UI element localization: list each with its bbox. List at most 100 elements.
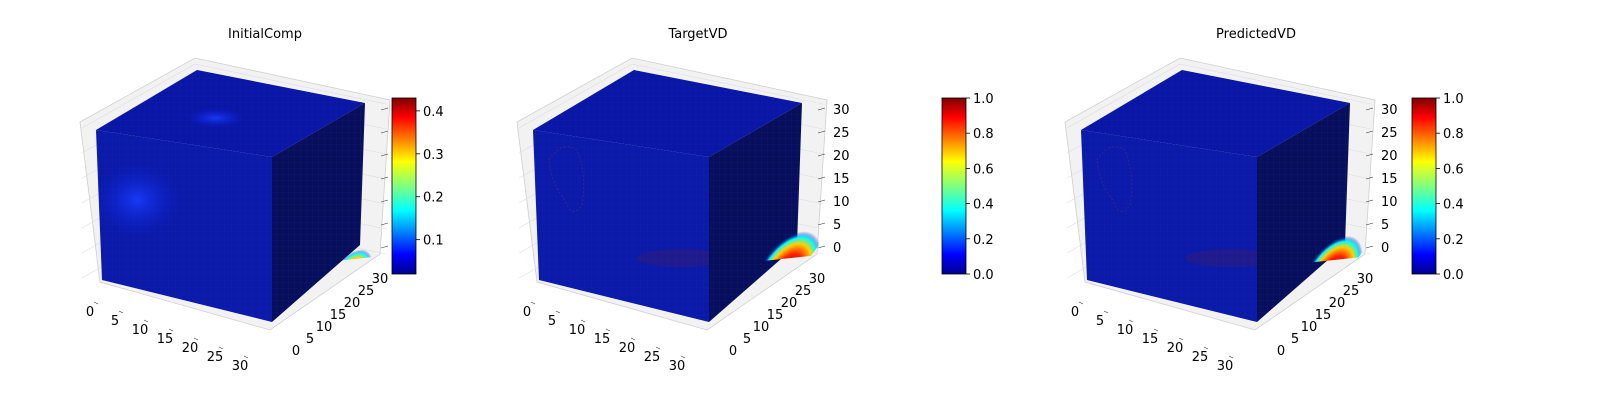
z-tick [1365, 153, 1374, 157]
colorbar-tick-label: 0.8 [973, 127, 994, 142]
z-tick [1365, 176, 1374, 180]
x-tick-label: 10 [569, 323, 586, 338]
panel-targetvd: TargetVD05101520253005101520253005101520… [516, 27, 994, 374]
grid-line [631, 63, 824, 105]
grid-line [194, 63, 387, 105]
z-tick-label: 15 [833, 172, 850, 187]
panel-predictedvd: PredictedVD05101520253005101520253005101… [1064, 27, 1464, 374]
x-tick-label: 15 [1142, 332, 1159, 347]
z-tick [380, 176, 389, 180]
z-tick [1365, 130, 1374, 134]
x-tick-label: 30 [669, 359, 686, 374]
ghost-outline [548, 146, 585, 212]
y-tick-label: 20 [781, 296, 798, 311]
colorbar-tick-label: 0.4 [1443, 198, 1464, 213]
x-tick [168, 328, 174, 332]
grid-line [518, 63, 633, 129]
y-tick-label: 15 [330, 308, 347, 323]
colorbar-tick-label: 1.0 [1443, 92, 1464, 107]
y-tick-label: 10 [1301, 320, 1318, 335]
panel-title: PredictedVD [1216, 27, 1296, 42]
y-tick-label: 10 [316, 320, 333, 335]
x-tick-label: 25 [1192, 350, 1209, 365]
x-tick [580, 319, 586, 323]
z-tick [380, 153, 389, 157]
z-tick-label: 5 [833, 218, 841, 233]
y-tick-label: 30 [1357, 272, 1374, 287]
x-tick [1128, 319, 1134, 323]
x-tick-label: 30 [1217, 359, 1234, 374]
cube-right-grid [1257, 103, 1350, 322]
x-tick-label: 10 [132, 323, 149, 338]
panel-title: TargetVD [667, 27, 727, 42]
z-tick [380, 199, 389, 203]
x-tick [243, 355, 249, 359]
z-tick-label: 25 [1381, 126, 1398, 141]
hotspot-top-1 [185, 108, 246, 128]
x-tick-label: 15 [157, 332, 174, 347]
x-tick-label: 20 [182, 341, 199, 356]
y-tick-label: 0 [1277, 344, 1285, 359]
x-tick [1203, 346, 1209, 350]
x-tick [680, 355, 686, 359]
y-tick-label: 10 [753, 320, 770, 335]
colorbar [1411, 97, 1437, 275]
x-tick-label: 25 [207, 350, 224, 365]
y-tick-label: 5 [306, 332, 314, 347]
x-tick [218, 346, 224, 350]
z-tick-label: 0 [1381, 241, 1389, 256]
ghost-floor [637, 249, 709, 267]
x-tick-label: 5 [548, 314, 556, 329]
colorbar-tick-label: 0.0 [973, 268, 994, 283]
x-tick [118, 310, 124, 314]
ghost-outline [1096, 146, 1133, 212]
z-tick [380, 222, 389, 226]
cube-top-grid [533, 70, 802, 157]
y-tick-label: 15 [767, 308, 784, 323]
grid-line [1066, 63, 1181, 129]
z-tick [380, 245, 389, 249]
x-tick [1228, 355, 1234, 359]
z-tick-label: 30 [1381, 103, 1398, 118]
x-tick-label: 0 [1071, 305, 1079, 320]
z-tick-label: 0 [833, 241, 841, 256]
z-tick-label: 20 [1381, 149, 1398, 164]
x-tick-label: 15 [594, 332, 611, 347]
z-tick [380, 130, 389, 134]
z-tick-label: 25 [833, 126, 850, 141]
z-tick [1365, 222, 1374, 226]
z-tick [1365, 245, 1374, 249]
x-tick-label: 0 [86, 305, 94, 320]
y-tick-label: 30 [809, 272, 826, 287]
z-tick [817, 107, 826, 111]
z-tick-label: 10 [833, 195, 850, 210]
hotspot-front-0 [96, 162, 183, 238]
colorbar-tick-label: 0.2 [973, 233, 994, 248]
colorbar [391, 97, 417, 275]
x-tick [530, 301, 536, 305]
y-tick-label: 25 [1343, 284, 1360, 299]
grid-line [81, 63, 196, 129]
x-tick [555, 310, 561, 314]
x-tick [605, 328, 611, 332]
z-tick-label: 15 [1381, 172, 1398, 187]
x-tick [1178, 337, 1184, 341]
z-tick [817, 199, 826, 203]
z-tick [380, 107, 389, 111]
ghost-floor [1185, 249, 1257, 267]
x-tick-label: 30 [232, 359, 249, 374]
z-tick [1365, 107, 1374, 111]
x-tick-label: 5 [1096, 314, 1104, 329]
panel-initialcomp: InitialComp0510152025300510152025300.10.… [79, 27, 444, 374]
colorbar-tick-label: 0.0 [1443, 268, 1464, 283]
z-tick-label: 10 [1381, 195, 1398, 210]
z-tick [817, 245, 826, 249]
colorbar-tick-label: 0.2 [423, 191, 444, 206]
y-tick-label: 30 [372, 272, 389, 287]
colorbar-tick-label: 0.6 [973, 162, 994, 177]
y-tick-label: 0 [292, 344, 300, 359]
cube-right-grid [709, 103, 802, 322]
colorbar-tick-label: 0.4 [423, 105, 444, 120]
x-tick-label: 20 [619, 341, 636, 356]
